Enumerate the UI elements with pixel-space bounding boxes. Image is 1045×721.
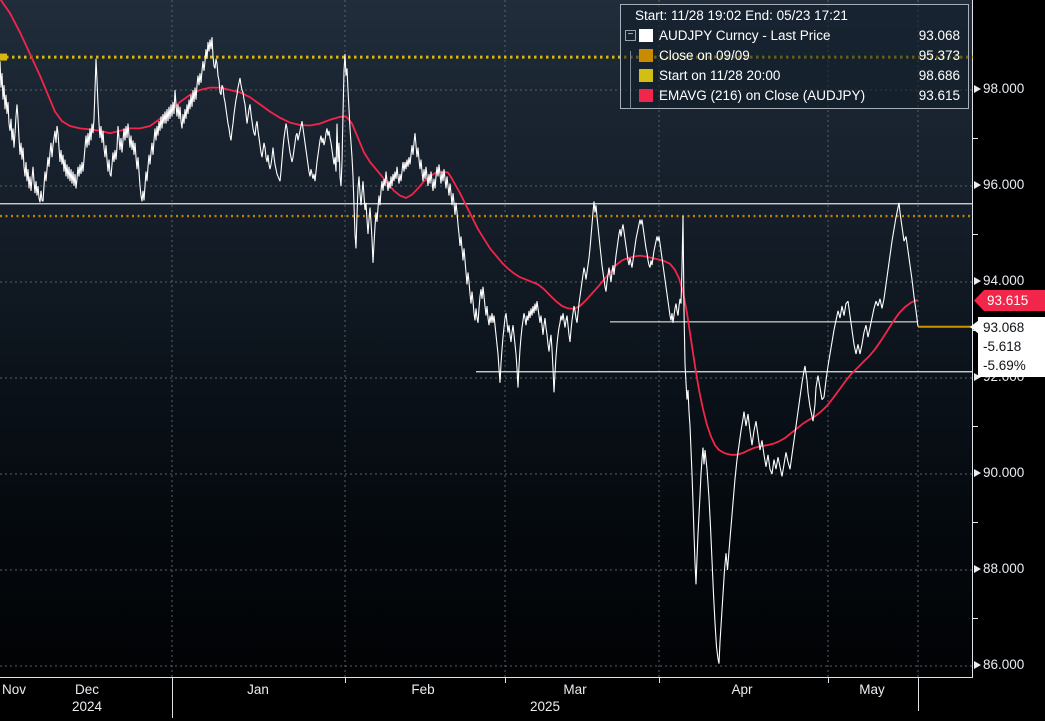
axis-tick-arrow-icon — [974, 564, 981, 573]
x-axis-month-label: Feb — [411, 682, 435, 697]
price-line — [0, 0, 919, 456]
x-axis-month-label: Apr — [731, 682, 753, 697]
y-axis-label: 94.000 — [974, 273, 1024, 288]
legend-tree-line — [630, 51, 631, 109]
x-axis-month-label: Dec — [74, 682, 100, 697]
x-axis-tick — [659, 678, 660, 683]
y-axis-label: 98.000 — [974, 81, 1024, 96]
x-axis-month-label: May — [859, 682, 885, 697]
y-axis-label: 90.000 — [974, 465, 1024, 480]
y-axis-minor-tick — [973, 426, 978, 427]
legend-item-close-line[interactable]: Close on 09/09 95.373 — [621, 45, 968, 65]
y-axis-label: 88.000 — [974, 561, 1024, 576]
x-axis-month-label: Nov — [1, 682, 27, 697]
x-axis-month-label: Mar — [563, 682, 587, 697]
axis-tick-arrow-icon — [974, 276, 981, 285]
y-axis-minor-tick — [973, 522, 978, 523]
axis-tick-arrow-icon — [974, 660, 981, 669]
legend-item-label: AUDJPY Curncy - Last Price — [659, 27, 831, 43]
x-axis-tick — [345, 678, 346, 683]
price-chart-svg[interactable] — [0, 0, 973, 678]
x-axis-year-label: 2025 — [529, 699, 561, 714]
legend-item-value: 93.615 — [918, 87, 960, 103]
axis-tick-arrow-icon — [974, 372, 981, 381]
time-axis[interactable]: Nov Dec Jan Feb Mar Apr May 2024 2025 — [0, 678, 973, 721]
pct-change-value: -5.69% — [983, 357, 1026, 373]
last-price-swatch-icon — [639, 28, 653, 42]
last-price-badge: 93.068 -5.618 -5.69% — [978, 316, 1045, 377]
emavg-line — [0, 37, 919, 664]
start-line-swatch-icon — [639, 68, 653, 82]
y-axis-label: 86.000 — [974, 657, 1024, 672]
legend-item-value: 98.686 — [918, 67, 960, 83]
legend-item-emavg[interactable]: EMAVG (216) on Close (AUDJPY) 93.615 — [621, 85, 968, 105]
collapse-expander-icon[interactable]: − — [625, 29, 636, 41]
legend-box: Start: 11/28 19:02 End: 05/23 17:21 − AU… — [620, 4, 969, 109]
x-axis-year-label: 2024 — [71, 699, 103, 714]
x-axis-year-divider — [918, 678, 919, 711]
chart-plot-area[interactable] — [0, 0, 973, 678]
x-axis-year-divider — [172, 678, 173, 718]
legend-item-value: 95.373 — [918, 47, 960, 63]
emavg-swatch-icon — [639, 88, 653, 102]
legend-title: Start: 11/28 19:02 End: 05/23 17:21 — [635, 8, 848, 23]
last-price-badge-notch — [970, 319, 979, 334]
last-price-value: 93.068 — [983, 319, 1025, 335]
y-axis-minor-tick — [973, 618, 978, 619]
legend-item-value: 93.068 — [918, 27, 960, 43]
y-axis-minor-tick — [973, 138, 978, 139]
y-axis-label: 96.000 — [974, 177, 1024, 192]
emavg-last-value: 93.615 — [987, 292, 1029, 308]
start-marker — [0, 53, 7, 61]
y-axis-minor-tick — [973, 234, 978, 235]
axis-tick-arrow-icon — [974, 84, 981, 93]
x-axis-month-label: Jan — [247, 682, 269, 697]
axis-tick-arrow-icon — [974, 468, 981, 477]
emavg-last-value-badge: 93.615 — [974, 289, 1045, 311]
legend-item-label: Start on 11/28 20:00 — [659, 67, 781, 83]
legend-item-label: Close on 09/09 — [659, 47, 750, 63]
axis-tick-arrow-icon — [974, 180, 981, 189]
legend-item-last-price[interactable]: − AUDJPY Curncy - Last Price 93.068 — [621, 25, 968, 45]
x-axis-tick — [828, 678, 829, 683]
legend-item-start-line[interactable]: Start on 11/28 20:00 98.686 — [621, 65, 968, 85]
x-axis-tick — [505, 678, 506, 683]
net-change-value: -5.618 — [983, 338, 1022, 354]
legend-item-label: EMAVG (216) on Close (AUDJPY) — [659, 87, 866, 103]
close-line-swatch-icon — [639, 48, 653, 62]
